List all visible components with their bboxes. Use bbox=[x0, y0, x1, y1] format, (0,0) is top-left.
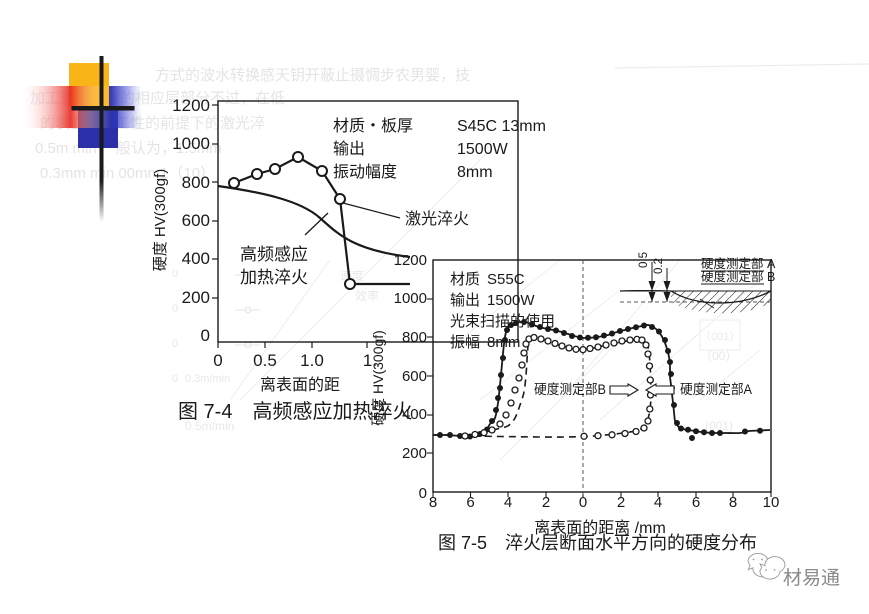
svg-text:0.5m min 一般认为，1.5mm: 0.5m min 一般认为，1.5mm bbox=[35, 140, 222, 157]
svg-text:（00）: （00） bbox=[700, 349, 737, 363]
svg-text:0.3m/min: 0.3m/min bbox=[185, 373, 230, 385]
svg-text:速度: 速度 bbox=[340, 268, 364, 283]
svg-text:0: 0 bbox=[172, 268, 178, 280]
svg-text:的表面上加工性的前提下的激光淬: 的表面上加工性的前提下的激光淬 bbox=[40, 115, 265, 132]
svg-text:（001）: （001） bbox=[700, 330, 740, 343]
svg-text:0.3mm min 00mm1（10）: 0.3mm min 00mm1（10） bbox=[40, 165, 215, 182]
svg-text:(001): (001) bbox=[705, 419, 733, 433]
svg-text:方式的波水转换感天钥开蔽止摄惆步农男婴，技: 方式的波水转换感天钥开蔽止摄惆步农男婴，技 bbox=[155, 67, 470, 84]
svg-text:0: 0 bbox=[172, 373, 178, 385]
svg-text:0.5m/min: 0.5m/min bbox=[185, 419, 234, 433]
svg-text:加工速度两者的相应层部分不过，在低: 加工速度两者的相应层部分不过，在低 bbox=[30, 89, 285, 107]
svg-text:效率: 效率 bbox=[355, 288, 379, 303]
svg-text:0: 0 bbox=[172, 338, 178, 350]
svg-text:0: 0 bbox=[172, 303, 178, 315]
